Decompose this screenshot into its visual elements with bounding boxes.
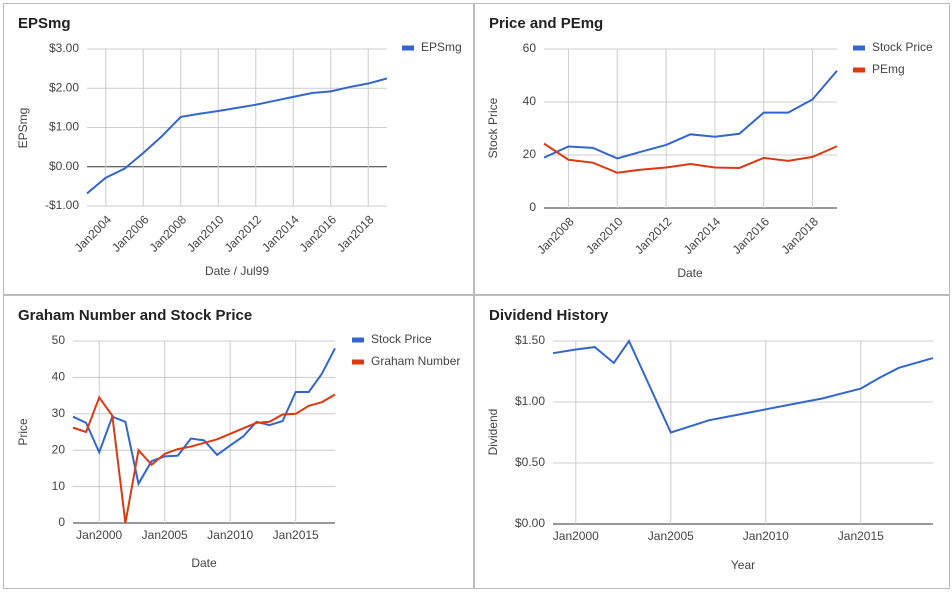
line-series [543, 70, 838, 160]
legend-swatch [352, 359, 364, 365]
line-series [543, 142, 838, 174]
y-tick-label: 20 [52, 442, 66, 456]
panel [3, 295, 474, 589]
chart-title: EPSmg [18, 15, 71, 32]
y-tick-label: 30 [52, 406, 66, 420]
y-tick-label: $0.00 [515, 516, 545, 530]
y-tick-label: $1.50 [515, 333, 545, 347]
x-tick-label: Jan2005 [648, 529, 694, 543]
line-series [552, 338, 934, 434]
y-tick-label: 40 [52, 370, 66, 384]
x-axis-label: Date / Jul99 [205, 264, 269, 278]
x-tick-label: Jan2000 [553, 529, 599, 543]
y-tick-label: -$1.00 [45, 198, 79, 212]
panel [3, 3, 474, 295]
y-tick-label: $0.00 [49, 159, 79, 173]
y-tick-label: 10 [52, 479, 66, 493]
line-series [72, 393, 336, 524]
legend-label: PEmg [872, 62, 905, 76]
x-tick-label: Jan2000 [76, 528, 122, 542]
panel [474, 295, 950, 589]
chart-title: Dividend History [489, 307, 609, 324]
legend-swatch [853, 67, 865, 73]
x-axis-label: Date [677, 266, 703, 280]
legend-swatch [853, 45, 865, 51]
y-axis-label: EPSmg [16, 108, 30, 149]
y-tick-label: $0.50 [515, 455, 545, 469]
y-tick-label: 20 [523, 147, 537, 161]
x-axis-label: Year [731, 558, 755, 572]
legend-label: Stock Price [872, 40, 933, 54]
line-series [86, 77, 388, 195]
y-axis-label: Price [16, 418, 30, 446]
x-tick-label: Jan2015 [838, 529, 884, 543]
legend-label: EPSmg [421, 40, 462, 54]
x-tick-label: Jan2015 [273, 528, 319, 542]
x-tick-label: Jan2010 [743, 529, 789, 543]
y-tick-label: 50 [52, 333, 66, 347]
legend-swatch [402, 45, 414, 51]
chart-title: Graham Number and Stock Price [18, 307, 252, 324]
y-tick-label: $1.00 [49, 120, 79, 134]
y-tick-label: $2.00 [49, 80, 79, 94]
y-tick-label: $1.00 [515, 394, 545, 408]
legend-swatch [352, 337, 364, 343]
y-tick-label: 0 [58, 515, 65, 529]
x-axis-label: Date [191, 556, 217, 570]
y-tick-label: $3.00 [49, 41, 79, 55]
x-tick-label: Jan2010 [207, 528, 253, 542]
line-series [72, 347, 336, 487]
y-tick-label: 60 [523, 41, 537, 55]
x-tick-label: Jan2005 [142, 528, 188, 542]
y-tick-label: 0 [529, 200, 536, 214]
y-tick-label: 40 [523, 94, 537, 108]
y-axis-label: Stock Price [486, 97, 500, 158]
legend-label: Graham Number [371, 354, 460, 368]
chart-title: Price and PEmg [489, 15, 603, 32]
y-axis-label: Dividend [486, 409, 500, 456]
legend-label: Stock Price [371, 332, 432, 346]
